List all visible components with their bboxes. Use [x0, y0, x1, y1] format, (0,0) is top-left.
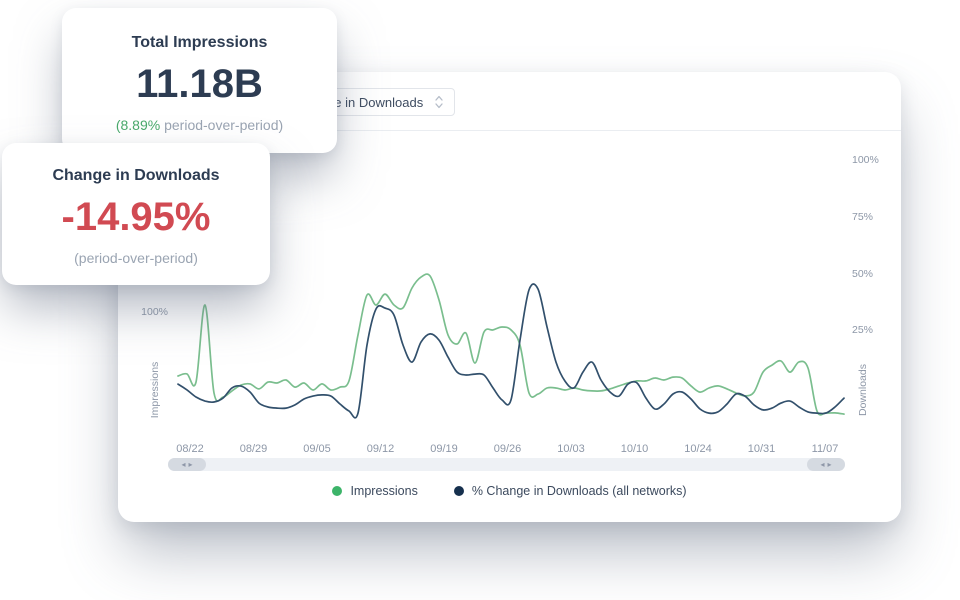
change-in-downloads-value: -14.95%	[61, 195, 211, 239]
card-title: Change in Downloads	[52, 167, 220, 184]
x-axis-label: 09/05	[303, 443, 331, 455]
legend-item[interactable]: Impressions	[332, 484, 418, 498]
period-over-period-note: (period-over-period)	[74, 250, 198, 266]
chart-panel: Change in Downloads 100% 75% 50% 25% 100% Im…	[118, 72, 901, 522]
x-axis-label: 09/26	[493, 443, 522, 455]
scroll-right-icon: ▸	[827, 459, 832, 469]
legend-label: % Change in Downloads (all networks)	[471, 484, 687, 498]
x-axis-label: 08/22	[176, 443, 204, 455]
period-over-period-note: (8.89% period-over-period)	[115, 117, 284, 133]
chart-legend: Impressions % Change in Downloads (all ne…	[118, 484, 901, 498]
right-axis-title: Downloads	[857, 364, 869, 416]
change-in-downloads-card: Change in Downloads -14.95% (period-over…	[2, 143, 270, 285]
x-axis-label: 08/29	[239, 443, 268, 455]
x-axis-label: 10/24	[684, 443, 712, 455]
header-divider	[118, 130, 901, 131]
scrollbar-left-handle[interactable]: ◂ ▸	[168, 458, 206, 471]
scroll-left-icon: ◂	[820, 459, 825, 469]
legend-dot-icon	[453, 486, 464, 496]
right-axis-tick: 75%	[852, 210, 874, 223]
select-updown-icon	[435, 95, 443, 109]
x-axis-label: 09/12	[366, 443, 395, 455]
x-axis-label: 09/19	[430, 443, 458, 455]
scroll-right-icon: ▸	[188, 459, 193, 469]
x-axis-label: 10/10	[620, 443, 649, 455]
scroll-left-icon: ◂	[181, 459, 186, 469]
chart-plot-area[interactable]	[118, 140, 901, 470]
chart-scrollbar[interactable]: ◂ ▸ ◂ ▸	[168, 458, 845, 471]
series-line-left[interactable]	[177, 273, 845, 416]
right-axis-tick: 25%	[852, 324, 874, 337]
left-axis-tick: 100%	[141, 306, 168, 318]
scrollbar-right-handle[interactable]: ◂ ▸	[807, 458, 845, 471]
right-axis-tick: 50%	[852, 267, 874, 280]
left-axis-title: Impressions	[149, 361, 161, 419]
x-axis-label: 11/07	[811, 443, 839, 455]
x-axis-label: 10/31	[747, 443, 776, 455]
legend-dot-icon	[332, 486, 343, 496]
legend-item[interactable]: % Change in Downloads (all networks)	[453, 484, 687, 498]
series-line-right[interactable]	[177, 283, 845, 419]
x-axis-label: 10/03	[557, 443, 585, 455]
total-impressions-value: 11.18B	[136, 62, 263, 106]
delta-percent: (8.89%	[115, 117, 161, 133]
legend-label: Impressions	[350, 484, 418, 498]
card-title: Total Impressions	[131, 34, 268, 51]
total-impressions-card: Total Impressions 11.18B (8.89% period-o…	[62, 8, 337, 153]
right-axis-tick: 100%	[852, 154, 879, 167]
